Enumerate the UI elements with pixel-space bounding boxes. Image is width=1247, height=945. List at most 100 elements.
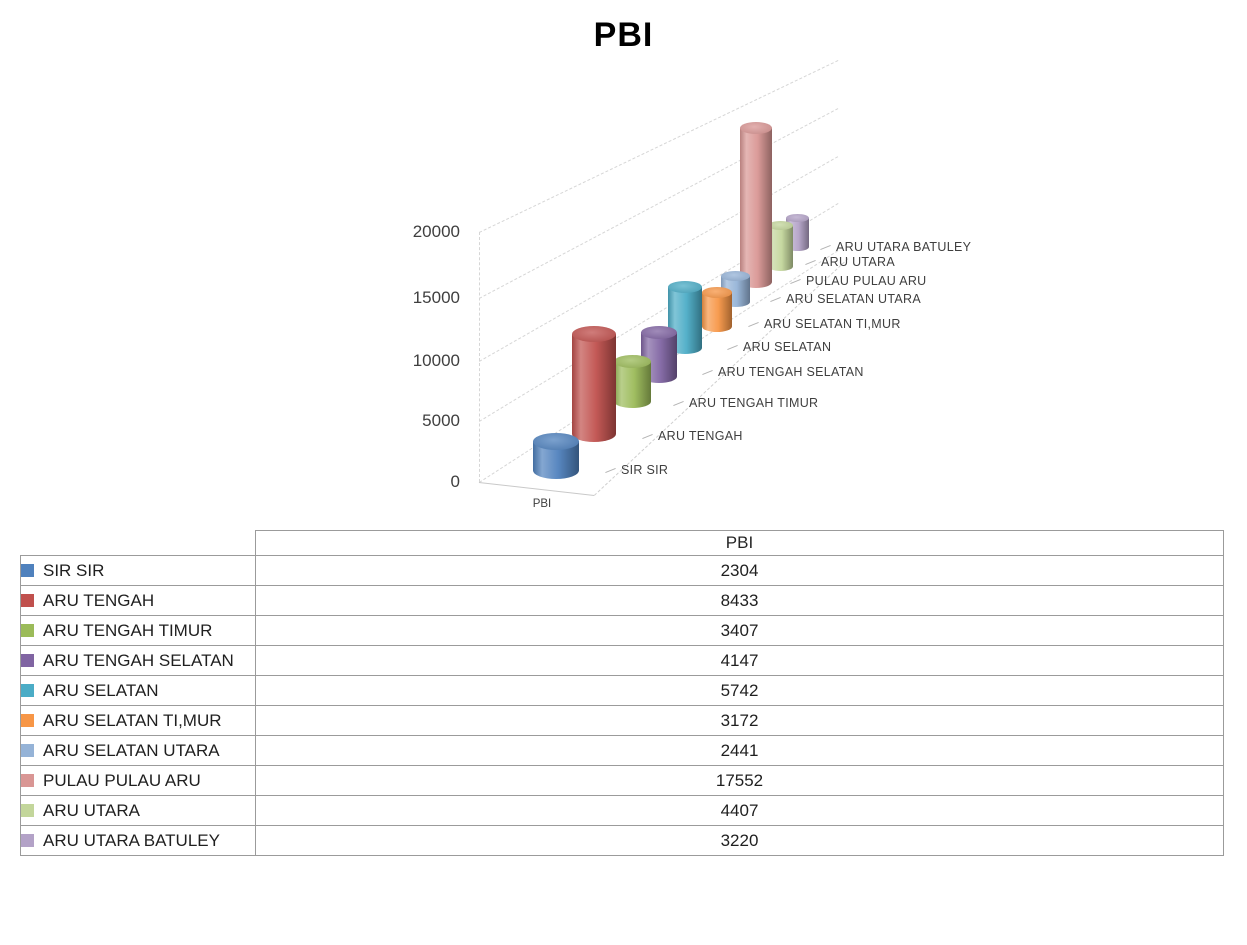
- table-row: ARU SELATAN UTARA 2441: [20, 735, 1224, 766]
- cylinder-body: [740, 127, 772, 288]
- table-row: ARU UTARA 4407: [20, 795, 1224, 826]
- category-label-text: ARU TENGAH SELATAN: [718, 365, 864, 379]
- category-label: ARU UTARA: [805, 255, 895, 269]
- row-label-cell: ARU SELATAN UTARA: [20, 735, 256, 766]
- category-tick-dash: [805, 259, 816, 266]
- category-tick-dash: [790, 278, 801, 285]
- value-axis-line: [479, 232, 480, 482]
- row-label-cell: ARU UTARA BATULEY: [20, 825, 256, 856]
- category-label-text: ARU SELATAN: [743, 340, 832, 354]
- row-label-cell: ARU SELATAN: [20, 675, 256, 706]
- legend-color-swatch: [21, 713, 34, 727]
- category-tick-dash: [820, 244, 831, 251]
- cylinder-top-cap: [720, 270, 750, 281]
- table-row: ARU SELATAN TI,MUR 3172: [20, 705, 1224, 736]
- table-row: ARU SELATAN 5742: [20, 675, 1224, 706]
- series-axis-label: PBI: [532, 498, 552, 510]
- category-tick-dash: [673, 400, 684, 407]
- y-axis-tick-label: 5000: [422, 411, 460, 430]
- legend-color-swatch: [21, 833, 34, 847]
- chart-plot-area: PBI 0 5000 10000 15000 20000 SIR SIR ARU TENGA…: [412, 60, 971, 510]
- row-value-cell: 4407: [255, 795, 1224, 826]
- bar-cylinder: [533, 432, 579, 480]
- row-value-cell: 3407: [255, 615, 1224, 646]
- category-label: ARU TENGAH: [642, 429, 743, 443]
- row-label-cell: ARU TENGAH SELATAN: [20, 645, 256, 676]
- category-tick-dash: [605, 467, 616, 474]
- category-label: SIR SIR: [605, 463, 668, 477]
- category-label: ARU UTARA BATULEY: [820, 240, 971, 254]
- cylinder-body: [572, 333, 616, 442]
- row-label-text: ARU UTARA BATULEY: [43, 830, 220, 850]
- category-label-text: ARU TENGAH TIMUR: [689, 396, 819, 410]
- category-label: ARU TENGAH SELATAN: [702, 365, 864, 379]
- legend-color-swatch: [21, 593, 34, 607]
- row-value-cell: 3220: [255, 825, 1224, 856]
- category-tick-dash: [702, 369, 713, 376]
- cylinder-top-cap: [533, 432, 579, 450]
- table-row: ARU UTARA BATULEY 3220: [20, 825, 1224, 856]
- row-label-cell: SIR SIR: [20, 555, 256, 586]
- row-label-text: ARU SELATAN: [43, 680, 159, 700]
- row-label-cell: ARU TENGAH: [20, 585, 256, 616]
- cylinder-top-cap: [668, 281, 702, 294]
- cylinder-top-cap: [613, 354, 651, 368]
- cylinder-top-cap: [785, 214, 809, 223]
- category-label: ARU SELATAN: [727, 340, 831, 354]
- table-header-cell: PBI: [255, 530, 1224, 556]
- row-label-text: ARU UTARA: [43, 800, 140, 820]
- cylinder-top-cap: [702, 286, 732, 298]
- row-label-text: ARU TENGAH SELATAN: [43, 650, 234, 670]
- row-label-text: PULAU PULAU ARU: [43, 770, 201, 790]
- category-tick-dash: [727, 344, 738, 351]
- row-value-cell: 3172: [255, 705, 1224, 736]
- y-axis-tick-label: 0: [450, 472, 460, 491]
- row-label-text: ARU SELATAN TI,MUR: [43, 710, 222, 730]
- category-label-text: SIR SIR: [621, 463, 669, 477]
- row-label-cell: PULAU PULAU ARU: [20, 765, 256, 796]
- row-label-text: ARU SELATAN UTARA: [43, 740, 220, 760]
- row-label-text: ARU TENGAH: [43, 590, 155, 610]
- table-row: SIR SIR 2304: [20, 555, 1224, 586]
- cylinder-top-cap: [740, 121, 772, 134]
- cylinder-body: [613, 361, 651, 409]
- category-label-text: ARU SELATAN UTARA: [786, 292, 921, 306]
- table-header-row: PBI: [20, 530, 1224, 556]
- table-row: ARU TENGAH 8433: [20, 585, 1224, 616]
- category-label-text: ARU UTARA BATULEY: [836, 240, 972, 254]
- y-axis-tick-label: 15000: [412, 288, 460, 307]
- bar-cylinder: [702, 286, 732, 333]
- bar-cylinder: [572, 325, 616, 442]
- row-value-cell: 2304: [255, 555, 1224, 586]
- legend-color-swatch: [21, 623, 34, 637]
- chart-title: PBI: [593, 16, 654, 54]
- table-row: PULAU PULAU ARU 17552: [20, 765, 1224, 796]
- row-value-cell: 2441: [255, 735, 1224, 766]
- cylinder-top-cap: [641, 325, 677, 339]
- table-row: ARU TENGAH SELATAN 4147: [20, 645, 1224, 676]
- row-label-text: SIR SIR: [43, 560, 105, 580]
- category-label-text: ARU UTARA: [821, 255, 896, 269]
- floor-edge: [478, 482, 594, 496]
- row-value-cell: 5742: [255, 675, 1224, 706]
- category-tick-dash: [770, 296, 781, 303]
- category-label-text: ARU TENGAH: [658, 429, 743, 443]
- gridline: [479, 60, 839, 233]
- table-row: ARU TENGAH TIMUR 3407: [20, 615, 1224, 646]
- legend-color-swatch: [21, 773, 34, 787]
- legend-color-swatch: [21, 563, 34, 577]
- category-label: PULAU PULAU ARU: [790, 274, 927, 288]
- row-label-cell: ARU TENGAH TIMUR: [20, 615, 256, 646]
- cylinder-top-cap: [767, 220, 793, 230]
- category-label: ARU SELATAN TI,MUR: [748, 317, 901, 331]
- category-label: ARU TENGAH TIMUR: [673, 396, 818, 410]
- row-value-cell: 4147: [255, 645, 1224, 676]
- legend-color-swatch: [21, 743, 34, 757]
- legend-color-swatch: [21, 803, 34, 817]
- row-label-text: ARU TENGAH TIMUR: [43, 620, 213, 640]
- y-axis-tick-label: 10000: [412, 351, 460, 370]
- row-label-cell: ARU UTARA: [20, 795, 256, 826]
- row-value-cell: 17552: [255, 765, 1224, 796]
- legend-color-swatch: [21, 653, 34, 667]
- cylinder-body: [702, 292, 732, 333]
